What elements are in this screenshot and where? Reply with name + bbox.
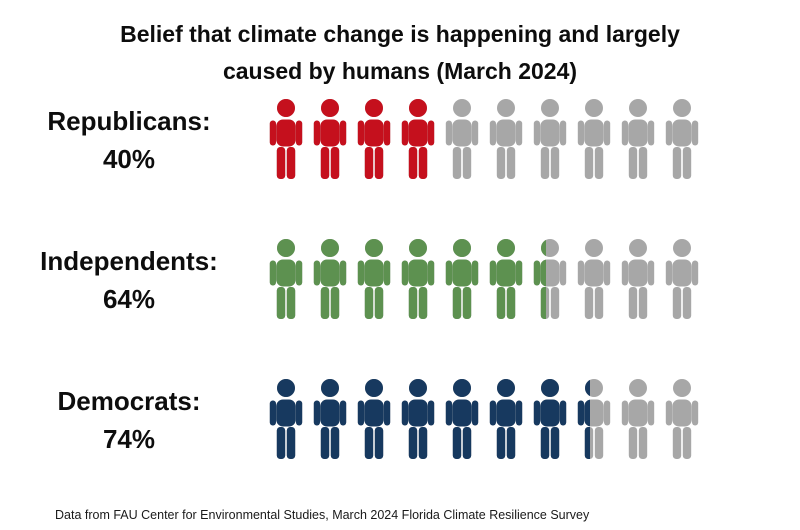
icon-grid [266,98,702,184]
person-glyph [665,379,699,459]
person-glyph [269,379,303,459]
person-icon [354,238,394,324]
person-icon [486,98,526,184]
chart-title: Belief that climate change is happening … [0,0,800,90]
person-icon [354,378,394,464]
person-icon [618,378,658,464]
person-glyph [533,379,567,459]
chart-title-line2: caused by humans (March 2024) [222,57,578,84]
person-icon [398,238,438,324]
row-category-label: Independents: [40,246,218,277]
person-icon [354,98,394,184]
row-percent-label: 64% [102,284,156,314]
person-icon [310,378,350,464]
person-glyph [445,239,479,319]
person-icon [442,238,482,324]
person-icon [618,98,658,184]
person-glyph [533,99,567,179]
person-icon [530,378,570,464]
person-glyph [621,239,655,319]
person-icon [530,238,570,324]
person-icon [310,238,350,324]
chart-row: Republicans: 40% [0,98,800,184]
person-icon [530,98,570,184]
person-glyph [621,379,655,459]
chart-rows: Republicans: 40% Independents: 64% Democrats… [0,98,800,518]
person-glyph [621,99,655,179]
chart-row: Democrats: 74% [0,378,800,464]
row-label: Independents: 64% [0,243,258,318]
person-glyph [269,239,303,319]
icon-grid [266,238,702,324]
person-icon [574,238,614,324]
chart-title-line1: Belief that climate change is happening … [120,21,680,47]
person-glyph [357,239,391,319]
person-icon [486,238,526,324]
row-category-label: Republicans: [47,106,211,137]
person-icon [662,98,702,184]
person-glyph [401,239,435,319]
person-glyph [313,379,347,459]
person-glyph [357,99,391,179]
person-icon [442,98,482,184]
person-glyph [313,239,347,319]
person-glyph [489,379,523,459]
person-icon [486,378,526,464]
person-glyph [577,239,611,319]
person-glyph [665,99,699,179]
icon-grid [266,378,702,464]
row-percent-label: 40% [102,144,156,174]
person-glyph [665,239,699,319]
person-glyph [577,99,611,179]
person-glyph [445,379,479,459]
person-glyph [313,99,347,179]
person-icon [266,98,306,184]
row-category-label: Democrats: [57,386,201,417]
person-icon [310,98,350,184]
chart-row: Independents: 64% [0,238,800,324]
person-icon [662,378,702,464]
person-glyph [489,99,523,179]
person-glyph [489,239,523,319]
person-glyph [269,99,303,179]
row-label: Democrats: 74% [0,383,258,458]
person-glyph [357,379,391,459]
person-icon [398,98,438,184]
person-icon [574,378,614,464]
person-icon [398,378,438,464]
person-icon [266,238,306,324]
person-icon [574,98,614,184]
person-icon [618,238,658,324]
row-percent-label: 74% [102,424,156,454]
person-icon [442,378,482,464]
row-label: Republicans: 40% [0,103,258,178]
person-glyph [401,99,435,179]
person-icon [266,378,306,464]
source-note: Data from FAU Center for Environmental S… [55,508,590,522]
person-icon [662,238,702,324]
person-glyph [445,99,479,179]
person-glyph [401,379,435,459]
